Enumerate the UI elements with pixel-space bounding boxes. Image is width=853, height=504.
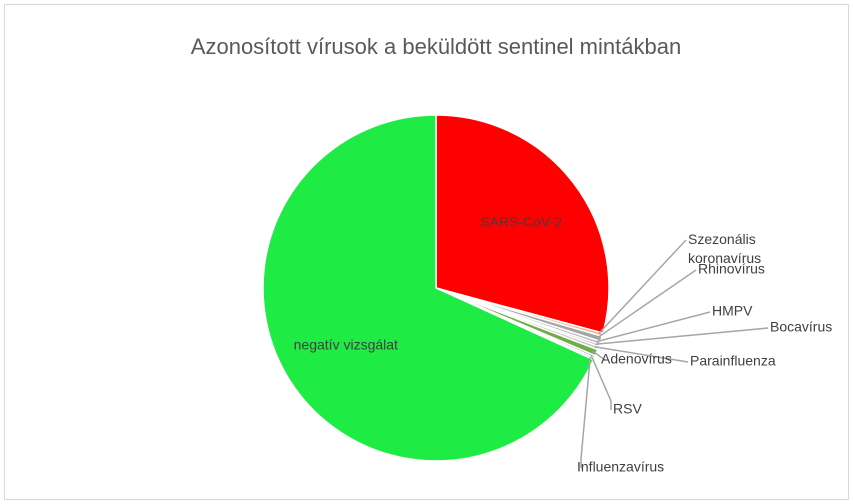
label-line: Szezonális xyxy=(688,231,756,247)
slice-label: Bocavírus xyxy=(770,319,832,335)
slice-label: Parainfluenza xyxy=(690,353,776,369)
leader-line xyxy=(596,311,711,343)
leader-line xyxy=(590,354,612,410)
pie-slice xyxy=(435,114,610,335)
leader-line xyxy=(597,269,697,339)
slice-label: SARS-CoV-2 xyxy=(480,213,562,229)
slice-label: negatív vizsgálat xyxy=(294,337,398,353)
leader-line xyxy=(592,350,606,361)
slice-label: Rhinovírus xyxy=(698,261,765,277)
slice-label: HMPV xyxy=(712,303,753,319)
slice-label: Szezonális koronavírus xyxy=(688,231,761,266)
leader-line xyxy=(595,327,769,345)
slice-label: Adenovírus xyxy=(601,351,672,367)
slice-label: RSV xyxy=(613,401,642,417)
pie-slice xyxy=(262,114,595,462)
leader-line xyxy=(594,346,689,363)
leader-line xyxy=(598,239,687,335)
label-line: koronavírus xyxy=(688,250,761,266)
chart-title: Azonosított vírusok a beküldött sentinel… xyxy=(191,34,681,59)
slice-label: Influenzavírus xyxy=(577,459,664,475)
leader-line xyxy=(580,356,591,468)
